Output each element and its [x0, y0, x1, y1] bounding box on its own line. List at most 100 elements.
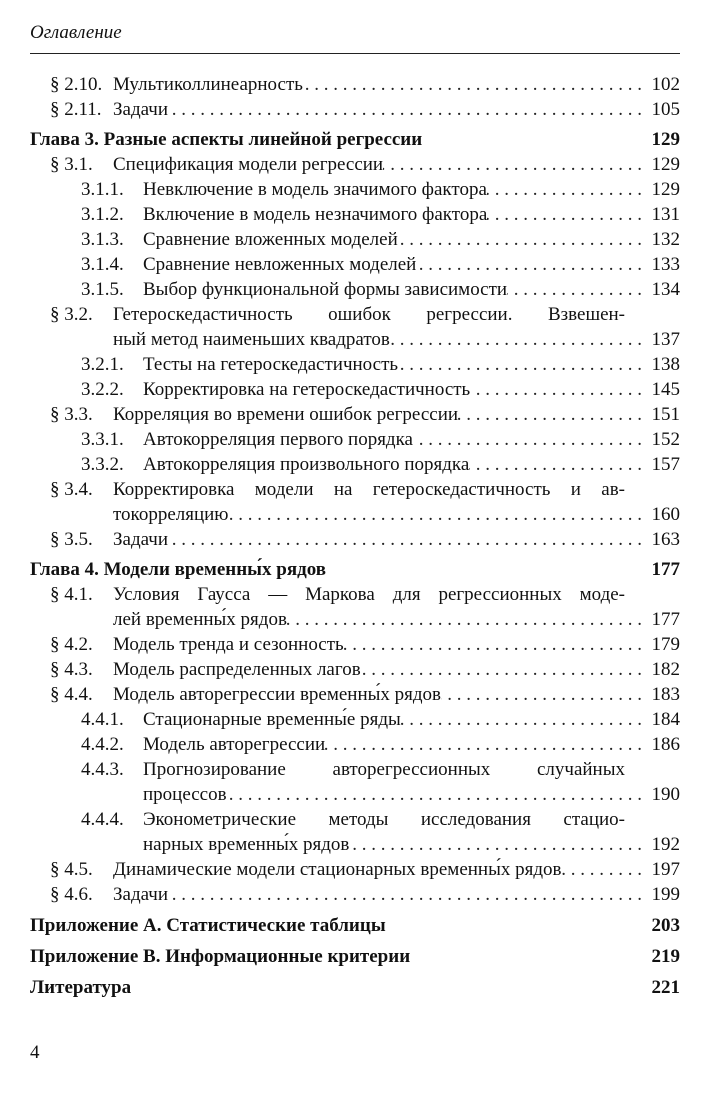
toc-entry-section[interactable]: § 4.3. Модель распределенных лагов . . . … — [30, 657, 680, 682]
toc-entry-line: Модель распределенных лагов . . . . . . … — [113, 657, 680, 682]
toc-entry-subsection[interactable]: 4.4.4. Эконометрические методы исследован… — [30, 807, 680, 857]
toc-entry-subsection[interactable]: 3.1.2. Включение в модель незначимого фак… — [30, 202, 680, 227]
toc-entry-section[interactable]: § 4.1. Условия Гаусса — Маркова для регре… — [30, 582, 680, 632]
toc-entry-page: 184 — [651, 709, 681, 730]
toc-entry-subsection[interactable]: 3.2.2. Корректировка на гетероскедастично… — [30, 377, 680, 402]
toc-entry-title: Модель авторегрессии временны́х рядов — [113, 684, 442, 705]
toc-entry-number: 3.1.4. — [81, 254, 124, 275]
toc-entry-line: Динамические модели стационарных временн… — [113, 857, 680, 882]
toc-entry-page: 131 — [651, 204, 681, 225]
dot-leader: . . . . . . . . . . . . . . . . . . . . … — [507, 279, 642, 300]
toc-entry-page: 129 — [651, 129, 681, 150]
toc-entry-page: 152 — [651, 429, 681, 450]
toc-entry-number: § 4.1. — [50, 584, 93, 605]
toc-entry-page: 129 — [651, 179, 681, 200]
dot-leader: . . . . . . . . . . . . . . . . . . . . … — [390, 329, 642, 350]
toc-entry-line: Модель авторегрессии . . . . . . . . . .… — [143, 732, 680, 757]
toc-entry-page: 199 — [651, 884, 681, 905]
toc-entry-number: § 3.1. — [50, 154, 93, 175]
toc-entry-chapter[interactable]: Глава 3. Разные аспекты линейной регресс… — [30, 127, 680, 152]
toc-entry-section[interactable]: § 3.2. Гетероскедастичность ошибок регрес… — [30, 302, 680, 352]
toc-entry-page: 129 — [651, 154, 681, 175]
toc-entry-subsection[interactable]: 3.1.5. Выбор функциональной формы зависим… — [30, 277, 680, 302]
toc-entry-appendix[interactable]: Приложение B. Информационные критерии 219 — [30, 944, 680, 969]
dot-leader: . . . . . . . . . . . . . . . . . . . . … — [303, 74, 642, 95]
toc-entry-title: Эконометрические методы исследования ста… — [143, 809, 625, 830]
page-number: 4 — [30, 1042, 40, 1063]
toc-entry-number: 3.3.2. — [81, 454, 124, 475]
toc-entry-appendix[interactable]: Литература 221 — [30, 975, 680, 1000]
toc-entry-page: 157 — [651, 454, 681, 475]
toc-entry-line: Тесты на гетероскедастичность . . . . . … — [143, 352, 680, 377]
toc-entry-line: Глава 4. Модели временны́х рядов 177 — [30, 557, 680, 582]
toc-entry-line: лей временны́х рядов . . . . . . . . . .… — [113, 607, 680, 632]
dot-leader: . . . . . . . . . . . . . . . . . . . . … — [458, 404, 642, 425]
toc-entry-section[interactable]: § 4.5. Динамические модели стационарных в… — [30, 857, 680, 882]
toc-entry-section[interactable]: § 4.2. Модель тренда и сезонность . . . .… — [30, 632, 680, 657]
dot-leader: . . . . . . . . . . . . . . . . . . . . … — [470, 379, 642, 400]
toc-entry-subsection[interactable]: 3.3.1. Автокорреляция первого порядка . .… — [30, 427, 680, 452]
toc-entry-line: Невключение в модель значимого фактора .… — [143, 177, 680, 202]
toc-entry-page: 186 — [651, 734, 681, 755]
toc-entry-number: § 3.2. — [50, 304, 93, 325]
toc-entry-page: 183 — [651, 684, 681, 705]
toc-entry-page: 203 — [651, 915, 681, 936]
toc-entry-title: Автокорреляция первого порядка — [143, 429, 413, 450]
toc-entry-number: 3.1.2. — [81, 204, 124, 225]
toc-entry-number: § 4.6. — [50, 884, 93, 905]
toc-entry-section[interactable]: § 3.4. Корректировка модели на гетероскед… — [30, 477, 680, 527]
toc-entry-line: Гетероскедастичность ошибок регрессии. В… — [113, 302, 680, 327]
toc-entry-chapter[interactable]: Глава 4. Модели временны́х рядов 177 — [30, 557, 680, 582]
toc-entry-line: Мультиколлинеарность . . . . . . . . . .… — [113, 72, 680, 97]
toc-entry-section[interactable]: § 2.11. Задачи . . . . . . . . . . . . . … — [30, 97, 680, 122]
toc-entry-appendix[interactable]: Приложение A. Статистические таблицы 203 — [30, 913, 680, 938]
toc-entry-number: § 2.11. — [50, 99, 102, 120]
toc-entry-title: токорреляцию — [113, 504, 229, 525]
toc-entry-line: Задачи . . . . . . . . . . . . . . . . .… — [113, 882, 680, 907]
toc-entry-line: Эконометрические методы исследования ста… — [143, 807, 680, 832]
toc-entry-title: ный метод наименьших квадратов — [113, 329, 390, 350]
toc-entry-section[interactable]: § 4.6. Задачи . . . . . . . . . . . . . .… — [30, 882, 680, 907]
toc-entry-title: Невключение в модель значимого фактора — [143, 179, 487, 200]
toc-entry-line: нарных временны́х рядов . . . . . . . . … — [143, 832, 680, 857]
toc-entry-number: 3.1.5. — [81, 279, 124, 300]
toc-entry-section[interactable]: § 3.3. Корреляция во времени ошибок регре… — [30, 402, 680, 427]
toc-entry-title: Корректировка на гетероскедастичность — [143, 379, 471, 400]
toc-entry-number: § 4.3. — [50, 659, 93, 680]
toc-entry-page: 219 — [651, 946, 681, 967]
toc-entry-page: 177 — [651, 609, 681, 630]
toc-entry-section[interactable]: § 4.4. Модель авторегрессии временны́х ря… — [30, 682, 680, 707]
dot-leader: . . . . . . . . . . . . . . . . . . . . … — [441, 684, 642, 705]
toc-entry-number: 3.1.1. — [81, 179, 124, 200]
toc-entry-subsection[interactable]: 3.1.4. Сравнение невложенных моделей . . … — [30, 252, 680, 277]
toc-entry-section[interactable]: § 3.5. Задачи . . . . . . . . . . . . . .… — [30, 527, 680, 552]
toc-entry-number: 3.2.2. — [81, 379, 124, 400]
toc-entry-title: Сравнение вложенных моделей — [143, 229, 398, 250]
toc-entry-page: 190 — [651, 784, 681, 805]
toc-entry-title: Выбор функциональной формы зависимости — [143, 279, 508, 300]
toc-entry-line: Приложение B. Информационные критерии 219 — [30, 944, 680, 969]
toc-entry-subsection[interactable]: 3.1.3. Сравнение вложенных моделей . . . … — [30, 227, 680, 252]
toc-entry-subsection[interactable]: 4.4.1. Стационарные временны́е ряды . . .… — [30, 707, 680, 732]
toc-entry-section[interactable]: § 3.1. Спецификация модели регрессии . . … — [30, 152, 680, 177]
toc-entry-title: Условия Гаусса — Маркова для регрессионн… — [113, 584, 625, 605]
dot-leader: . . . . . . . . . . . . . . . . . . . . … — [487, 204, 642, 225]
toc-entry-page: 134 — [651, 279, 681, 300]
toc-entry-line: Сравнение вложенных моделей . . . . . . … — [143, 227, 680, 252]
toc-entry-line: Задачи . . . . . . . . . . . . . . . . .… — [113, 97, 680, 122]
toc-entry-line: Включение в модель незначимого фактора .… — [143, 202, 680, 227]
toc-entry-subsection[interactable]: 4.4.3. Прогнозирование авторегрессионных … — [30, 757, 680, 807]
toc-entry-title: Спецификация модели регрессии — [113, 154, 384, 175]
toc-entry-subsection[interactable]: 3.1.1. Невключение в модель значимого фак… — [30, 177, 680, 202]
toc-entry-number: § 4.2. — [50, 634, 93, 655]
toc-entry-number: § 3.4. — [50, 479, 93, 500]
toc-entry-title: Сравнение невложенных моделей — [143, 254, 417, 275]
toc-entry-subsection[interactable]: 3.2.1. Тесты на гетероскедастичность . . … — [30, 352, 680, 377]
toc-entry-title: Задачи — [113, 99, 169, 120]
toc-entry-subsection[interactable]: 4.4.2. Модель авторегрессии . . . . . . .… — [30, 732, 680, 757]
toc-entry-title: Гетероскедастичность ошибок регрессии. В… — [113, 304, 625, 325]
toc-entry-title: Задачи — [113, 884, 169, 905]
toc-entry-section[interactable]: § 2.10. Мультиколлинеарность . . . . . . … — [30, 72, 680, 97]
toc-entry-number: 3.3.1. — [81, 429, 124, 450]
toc-entry-subsection[interactable]: 3.3.2. Автокорреляция произвольного поряд… — [30, 452, 680, 477]
